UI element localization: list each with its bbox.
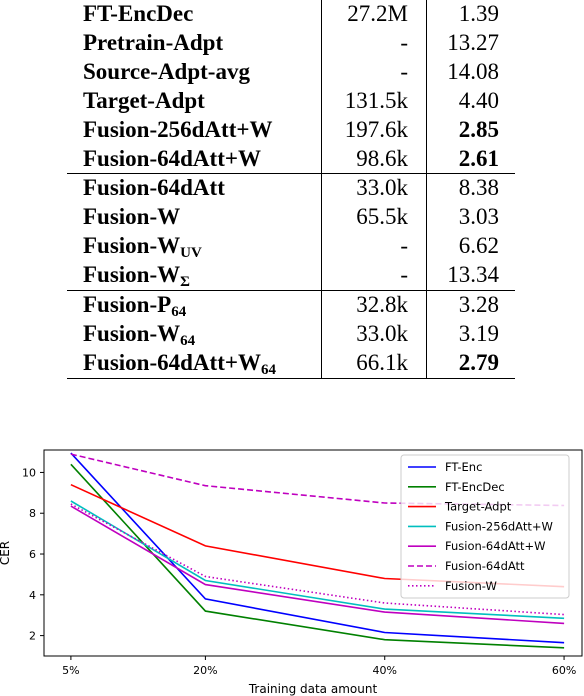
cer-cell: 13.34 xyxy=(447,262,499,288)
y-tick-label: 2 xyxy=(29,630,36,643)
method-cell: Fusion-64dAtt+W xyxy=(67,145,322,174)
cer-cell: 1.39 xyxy=(458,1,499,26)
method-name: Fusion-64dAtt+W xyxy=(83,145,261,171)
method-subscript: Σ xyxy=(180,274,190,291)
series-line xyxy=(70,503,565,616)
method-name: Fusion-W xyxy=(83,204,181,230)
x-axis-label: Training data amount xyxy=(248,682,378,696)
cer-cell: 14.08 xyxy=(447,58,499,84)
method-cell: Target-Adpt xyxy=(67,87,322,116)
method-name: Fusion-W xyxy=(83,262,181,288)
table-row: Fusion-64dAtt 33.0k 8.38 xyxy=(67,173,515,204)
results-table: FT-EncDec 27.2M 1.39 Pretrain-Adpt -13.27 Sou… xyxy=(67,0,515,379)
params-cell: - xyxy=(321,57,427,87)
y-tick-label: 4 xyxy=(29,589,36,602)
cer-cell: 3.28 xyxy=(426,290,515,320)
table-body: FT-EncDec 27.2M 1.39 Pretrain-Adpt -13.27 Sou… xyxy=(67,0,515,379)
method-name: Target-Adpt xyxy=(83,87,205,113)
legend-entry: Fusion-W xyxy=(445,579,497,593)
x-tick-label: 5% xyxy=(62,664,79,677)
table-row: Fusion-W64 33.0k 3.19 xyxy=(67,319,515,349)
table-row: Fusion-WUV -6.62 xyxy=(67,232,515,262)
method-subscript: UV xyxy=(180,245,202,262)
table-row: Source-Adpt-avg -14.08 xyxy=(67,57,515,87)
params-cell: - xyxy=(321,232,427,262)
table-row: Fusion-64dAtt+W64 66.1k 2.79 xyxy=(67,348,515,379)
method-name: Fusion-64dAtt xyxy=(83,175,225,201)
cer-cell: 3.03 xyxy=(458,204,499,230)
method-cell: Fusion-256dAtt+W xyxy=(67,116,322,145)
method-cell: Fusion-W xyxy=(67,203,322,232)
y-axis-label: CER xyxy=(0,541,12,565)
method-cell: Fusion-WUV xyxy=(67,232,322,261)
table-row: Target-Adpt 131.5k 4.40 xyxy=(67,86,515,116)
method-cell: Fusion-P64 xyxy=(67,290,322,321)
y-tick-label: 10 xyxy=(22,466,36,479)
method-cell: Source-Adpt-avg xyxy=(67,58,322,87)
x-tick-label: 60% xyxy=(552,664,576,677)
legend-entry: Fusion-64dAtt xyxy=(445,559,525,573)
cer-cell: 6.62 xyxy=(458,233,499,259)
method-subscript: 64 xyxy=(171,304,187,321)
cer-cell: 2.79 xyxy=(426,348,515,379)
method-name: Fusion-P xyxy=(83,292,172,318)
params-cell: 32.8k xyxy=(321,290,427,320)
method-name: Fusion-256dAtt+W xyxy=(83,116,273,142)
method-subscript: 64 xyxy=(260,361,276,378)
legend-entry: Fusion-256dAtt+W xyxy=(445,519,553,533)
method-subscript: 64 xyxy=(180,332,196,349)
method-cell: Fusion-W64 xyxy=(67,320,322,349)
chart-legend: FT-Enc FT-EncDec Target-Adpt Fusion-256dAtt… xyxy=(400,454,570,599)
method-name: Fusion-W xyxy=(83,233,181,259)
params-cell: 131.5k xyxy=(321,86,427,116)
method-cell: Fusion-64dAtt+W64 xyxy=(67,348,322,379)
params-cell: 98.6k xyxy=(321,144,427,174)
x-tick-label: 40% xyxy=(373,664,397,677)
series-line xyxy=(70,452,565,644)
method-cell: Fusion-64dAtt xyxy=(67,173,322,204)
method-name: Fusion-W xyxy=(83,320,181,346)
params-cell: 65.5k xyxy=(321,203,427,233)
method-cell: Fusion-WΣ xyxy=(67,261,322,290)
table-row: Fusion-WΣ -13.34 xyxy=(67,261,515,291)
method-cell: Pretrain-Adpt xyxy=(67,29,322,58)
y-tick-label: 8 xyxy=(29,507,36,520)
table-row: Pretrain-Adpt -13.27 xyxy=(67,28,515,58)
legend-entry: Fusion-64dAtt+W xyxy=(445,539,546,553)
method-name: Pretrain-Adpt xyxy=(83,29,224,55)
params-cell: 66.1k xyxy=(321,348,427,379)
legend-entry: FT-Enc xyxy=(445,460,482,474)
params-cell: - xyxy=(321,28,427,58)
series-line xyxy=(70,463,565,649)
chart-ticks: 5% 20% 40% 60% 2 4 6 8 10 xyxy=(22,466,576,677)
params-cell: 33.0k xyxy=(321,319,427,349)
cer-cell: 2.85 xyxy=(458,116,499,142)
cer-cell: 2.61 xyxy=(458,145,499,171)
legend-box xyxy=(400,454,570,599)
series-line xyxy=(70,505,565,625)
table-row: Fusion-256dAtt+W 197.6k 2.85 xyxy=(67,115,515,145)
plot-frame xyxy=(43,449,583,657)
cer-cell: 3.19 xyxy=(458,320,499,346)
legend-entry: Target-Adpt xyxy=(444,500,512,514)
table-row: Fusion-P64 32.8k 3.28 xyxy=(67,290,515,321)
cer-line-chart: 5% 20% 40% 60% 2 4 6 8 10 CER Training data amou… xyxy=(0,449,583,696)
params-cell: 197.6k xyxy=(321,115,427,145)
method-name: Fusion-64dAtt+W xyxy=(83,349,261,375)
method-cell: FT-EncDec xyxy=(67,0,322,29)
cer-cell: 13.27 xyxy=(447,29,499,55)
table-row: Fusion-64dAtt+W 98.6k 2.61 xyxy=(67,144,515,174)
legend-entry: FT-EncDec xyxy=(445,480,505,494)
method-name: FT-EncDec xyxy=(83,1,194,26)
cer-cell: 8.38 xyxy=(426,173,515,204)
params-cell: - xyxy=(321,261,427,291)
params-cell: 27.2M xyxy=(321,0,427,29)
table-row: Fusion-W 65.5k 3.03 xyxy=(67,203,515,233)
params-cell: 33.0k xyxy=(321,173,427,204)
cer-cell: 4.40 xyxy=(458,87,499,113)
table-row: FT-EncDec 27.2M 1.39 xyxy=(67,0,515,29)
y-tick-label: 6 xyxy=(29,548,36,561)
method-name: Source-Adpt-avg xyxy=(83,58,250,84)
x-tick-label: 20% xyxy=(193,664,217,677)
